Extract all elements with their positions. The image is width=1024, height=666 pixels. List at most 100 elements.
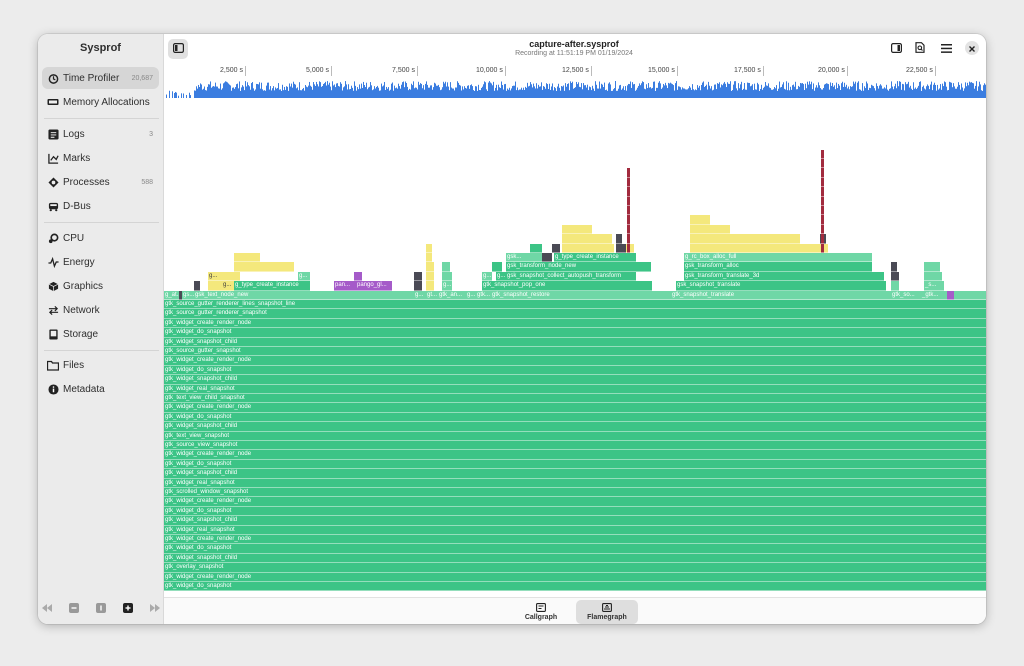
flame-frame[interactable]	[179, 290, 182, 300]
flame-frame[interactable]	[821, 196, 824, 206]
flame-frame[interactable]	[627, 168, 630, 178]
flame-frame[interactable]: gsk_snapshot_translate	[676, 281, 886, 291]
flame-frame[interactable]: _gtk...	[921, 290, 947, 300]
flame-frame[interactable]	[627, 196, 630, 206]
flame-frame[interactable]	[627, 206, 630, 216]
flame-frame[interactable]	[426, 243, 432, 253]
flame-frame[interactable]: g...	[482, 271, 492, 282]
toggle-details-button[interactable]	[886, 39, 906, 59]
flame-frame[interactable]: gtk_widget_do_snapshot	[164, 328, 986, 338]
flame-frame[interactable]	[821, 234, 824, 244]
flame-frame[interactable]	[690, 243, 820, 253]
flame-frame[interactable]: pango_gl...	[356, 281, 392, 291]
flame-frame[interactable]: g...	[442, 281, 452, 291]
flame-frame[interactable]: gtk_source_gutter_snapshot	[164, 347, 986, 357]
flame-frame[interactable]	[690, 215, 710, 225]
flame-frame[interactable]	[234, 253, 260, 263]
flame-frame[interactable]: g...	[466, 290, 476, 300]
flame-frame[interactable]: gtk_widget_create_render_node	[164, 403, 986, 413]
flame-frame[interactable]: gtk_widget_create_render_node	[164, 318, 986, 329]
flame-frame[interactable]: gtk_so...	[891, 290, 921, 300]
sidebar-item-dbus[interactable]: D-Bus	[42, 195, 159, 217]
sidebar-item-cpu[interactable]: CPU	[42, 227, 159, 249]
flame-frame[interactable]: g_at...	[164, 290, 179, 300]
flame-frame[interactable]	[821, 243, 824, 253]
flame-frame[interactable]: gtk_widget_create_render_node	[164, 356, 986, 366]
flame-frame[interactable]	[616, 234, 622, 244]
flame-frame[interactable]	[627, 215, 630, 225]
flame-frame[interactable]: gtk_widget_snapshot_child	[164, 553, 986, 564]
flame-frame[interactable]	[220, 271, 240, 282]
flame-frame[interactable]	[821, 177, 824, 188]
flame-frame[interactable]	[442, 262, 450, 272]
tab-callgraph[interactable]: Callgraph	[510, 600, 572, 624]
flame-frame[interactable]	[442, 271, 452, 282]
sidebar-item-memory-allocations[interactable]: Memory Allocations	[42, 91, 159, 113]
flame-frame[interactable]: gtk_widget_do_snapshot	[164, 412, 986, 423]
flame-frame[interactable]	[414, 271, 422, 282]
flame-frame[interactable]	[284, 290, 414, 300]
flame-frame[interactable]: gtk_widget_real_snapshot	[164, 525, 986, 535]
flame-frame[interactable]	[194, 281, 200, 291]
flame-frame[interactable]: gtk_widget_create_render_node	[164, 450, 986, 460]
flame-frame[interactable]: gsk_snapshot_collect_autopush_transform	[506, 271, 636, 282]
flame-frame[interactable]: gtk_snapshot_restore	[491, 290, 671, 300]
zoom-out-icon[interactable]	[68, 603, 79, 613]
flame-frame[interactable]	[562, 224, 592, 235]
flame-frame[interactable]: gtk...	[476, 290, 491, 300]
sidebar-item-network[interactable]: Network	[42, 299, 159, 321]
flame-frame[interactable]: g...	[222, 281, 234, 291]
flame-frame[interactable]: gtk_source_gutter_renderer_lines_snapsho…	[164, 300, 986, 310]
flamegraph[interactable]: gtk_source_gutter_renderer_lines_snapsho…	[164, 100, 986, 597]
flame-frame[interactable]	[954, 290, 986, 300]
flame-frame[interactable]: gs...	[182, 290, 194, 300]
flame-frame[interactable]: gtk_widget_real_snapshot	[164, 478, 986, 488]
zoom-reset-icon[interactable]	[95, 603, 106, 613]
flame-frame[interactable]	[234, 262, 294, 272]
flame-frame[interactable]: gtk_widget_real_snapshot	[164, 384, 986, 394]
flame-frame[interactable]	[426, 271, 434, 282]
flame-frame[interactable]: g_rc_box_alloc_full	[684, 253, 872, 263]
zoom-in-icon[interactable]	[122, 603, 133, 613]
flame-frame[interactable]: _s...	[924, 281, 944, 291]
flame-frame[interactable]	[821, 187, 824, 197]
flame-frame[interactable]	[891, 271, 899, 282]
flame-frame[interactable]	[627, 234, 630, 244]
flame-frame[interactable]	[690, 224, 730, 235]
sidebar-item-time-profiler[interactable]: Time Profiler 20,687	[42, 67, 159, 89]
seek-forward-icon[interactable]	[149, 603, 160, 613]
flame-frame[interactable]: gtk_overlay_snapshot	[164, 563, 986, 573]
main-menu-button[interactable]	[936, 39, 956, 59]
flame-frame[interactable]: gtk_source_view_snapshot	[164, 441, 986, 451]
flame-frame[interactable]	[627, 224, 630, 235]
flame-frame[interactable]: gtk_widget_do_snapshot	[164, 459, 986, 470]
flame-frame[interactable]	[891, 281, 899, 291]
flame-frame[interactable]: gsk...	[506, 253, 542, 263]
sidebar-item-logs[interactable]: Logs 3	[42, 123, 159, 145]
flame-frame[interactable]: gtk_scrolled_window_snapshot	[164, 488, 986, 498]
sidebar-item-files[interactable]: Files	[42, 354, 159, 376]
flame-frame[interactable]	[821, 206, 824, 216]
flame-frame[interactable]: g...	[298, 271, 310, 282]
flame-frame[interactable]: gtk_source_gutter_renderer_snapshot	[164, 309, 986, 319]
flame-frame[interactable]	[821, 168, 824, 178]
flame-frame[interactable]: gtk_widget_snapshot_child	[164, 337, 986, 347]
flame-frame[interactable]: gt...	[426, 290, 438, 300]
flame-frame[interactable]	[214, 281, 222, 291]
flame-frame[interactable]	[821, 149, 824, 159]
flame-frame[interactable]	[626, 243, 634, 253]
flame-frame[interactable]: pan...	[334, 281, 356, 291]
flame-frame[interactable]	[616, 243, 626, 253]
flame-frame[interactable]	[354, 271, 362, 282]
flame-frame[interactable]: gtk_widget_do_snapshot	[164, 506, 986, 517]
flame-frame[interactable]	[426, 281, 434, 291]
flame-frame[interactable]: gsk_transform_translate_3d	[684, 271, 884, 282]
tab-flamegraph[interactable]: Flamegraph	[576, 600, 638, 624]
flame-frame[interactable]	[492, 262, 502, 272]
flame-frame[interactable]	[821, 159, 824, 169]
flame-frame[interactable]	[627, 187, 630, 197]
flame-frame[interactable]	[947, 290, 954, 300]
flame-frame[interactable]: gtk_widget_do_snapshot	[164, 365, 986, 376]
flame-frame[interactable]	[924, 262, 940, 272]
sidebar-item-energy[interactable]: Energy	[42, 251, 159, 273]
